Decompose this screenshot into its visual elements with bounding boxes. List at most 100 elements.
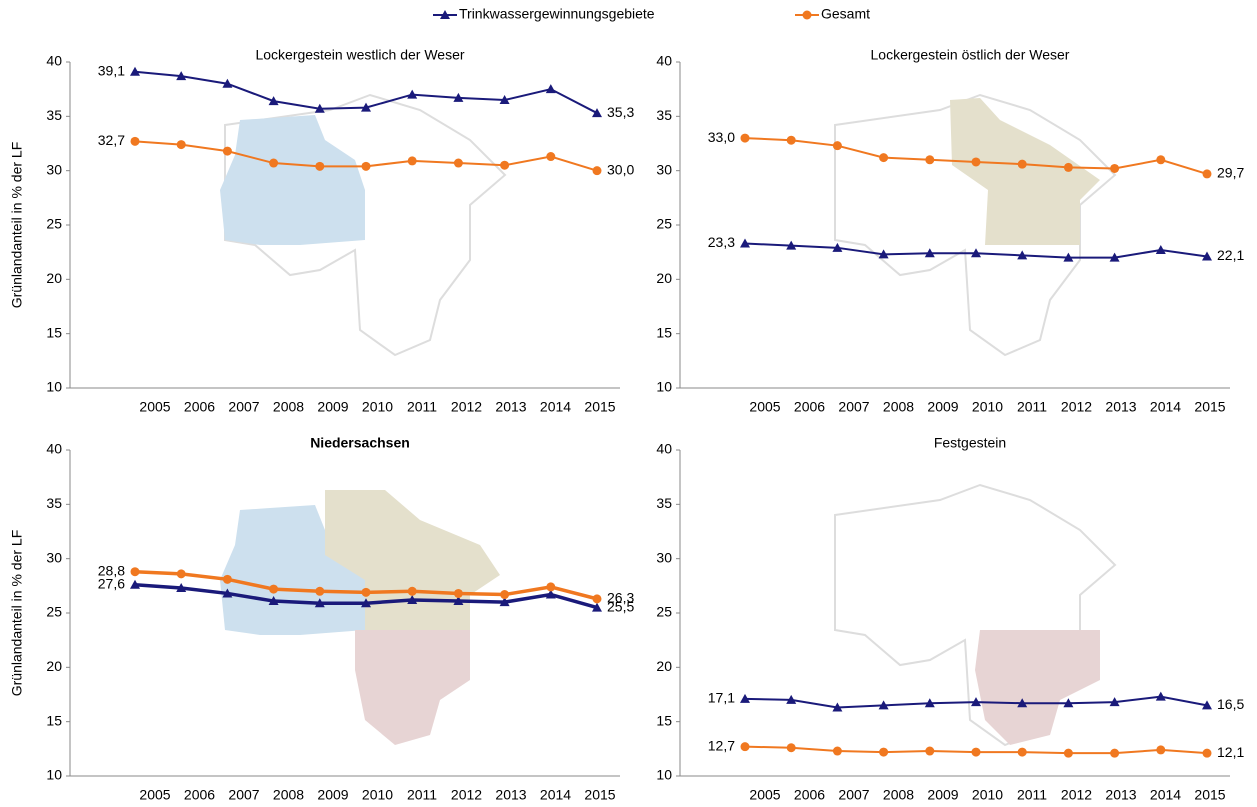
- point-marker: [832, 746, 842, 756]
- panel-title: Festgestein: [934, 435, 1006, 451]
- y-tick-label: 15: [656, 324, 672, 340]
- point-marker: [500, 160, 510, 170]
- y-tick-label: 10: [656, 767, 672, 783]
- x-tick-label: 2008: [273, 399, 304, 415]
- y-tick-label: 40: [656, 441, 672, 457]
- point-marker: [269, 158, 279, 168]
- point-marker: [971, 697, 981, 707]
- point-marker: [499, 597, 510, 607]
- point-marker: [592, 602, 602, 612]
- point-marker: [545, 84, 556, 94]
- point-marker: [1202, 748, 1212, 758]
- point-marker: [1063, 252, 1074, 262]
- map-outline: [834, 93, 1117, 357]
- x-tick-label: 2011: [1017, 399, 1047, 415]
- point-marker: [453, 588, 463, 598]
- y-tick-label: 30: [46, 161, 62, 177]
- x-tick-label: 2007: [228, 399, 259, 415]
- x-tick-label: 2012: [451, 399, 482, 415]
- map-region: [355, 630, 470, 745]
- point-marker: [1156, 155, 1166, 165]
- data-label: 26,3: [607, 590, 634, 606]
- legend-label: Gesamt: [821, 6, 870, 22]
- point-marker: [924, 248, 935, 258]
- x-tick-label: 2011: [407, 787, 437, 803]
- point-marker: [971, 747, 981, 757]
- x-tick-label: 2009: [317, 787, 348, 803]
- y-tick-label: 10: [656, 379, 672, 395]
- x-tick-label: 2015: [1194, 787, 1225, 803]
- point-marker: [971, 248, 981, 258]
- map-region: [220, 115, 365, 245]
- point-marker: [500, 590, 510, 600]
- point-marker: [925, 746, 935, 756]
- point-marker: [176, 569, 186, 579]
- point-marker: [1017, 698, 1028, 708]
- point-marker: [802, 10, 812, 20]
- point-marker: [832, 242, 843, 252]
- point-marker: [1110, 163, 1120, 173]
- point-marker: [222, 146, 232, 156]
- point-marker: [176, 71, 187, 81]
- point-marker: [832, 702, 843, 712]
- point-marker: [878, 700, 889, 710]
- y-tick-label: 35: [46, 107, 62, 123]
- data-label: 23,3: [708, 234, 735, 250]
- point-marker: [314, 598, 325, 608]
- x-tick-label: 2012: [1061, 399, 1092, 415]
- point-marker: [1202, 169, 1212, 179]
- y-tick-label: 25: [46, 604, 62, 620]
- panel-title: Lockergestein westlich der Weser: [255, 47, 464, 63]
- panel-title: Lockergestein östlich der Weser: [871, 47, 1070, 63]
- x-tick-label: 2013: [495, 399, 526, 415]
- y-tick-label: 40: [46, 441, 62, 457]
- x-tick-label: 2012: [451, 787, 482, 803]
- point-marker: [407, 156, 417, 166]
- point-marker: [222, 574, 232, 584]
- data-label: 33,0: [708, 129, 735, 145]
- y-tick-label: 30: [46, 549, 62, 565]
- data-label: 16,5: [1217, 696, 1244, 712]
- y-tick-label: 30: [656, 549, 672, 565]
- y-tick-label: 30: [656, 161, 672, 177]
- y-tick-label: 40: [46, 53, 62, 69]
- point-marker: [222, 588, 233, 598]
- y-tick-label: 15: [46, 324, 62, 340]
- point-marker: [786, 240, 797, 250]
- point-marker: [407, 89, 418, 99]
- point-marker: [1202, 700, 1212, 710]
- x-tick-label: 2008: [883, 399, 914, 415]
- point-marker: [546, 152, 556, 162]
- y-tick-label: 20: [656, 270, 672, 286]
- x-tick-label: 2005: [749, 399, 780, 415]
- y-tick-label: 40: [656, 53, 672, 69]
- point-marker: [1156, 745, 1166, 755]
- point-marker: [453, 596, 464, 606]
- x-tick-label: 2009: [927, 399, 958, 415]
- x-tick-label: 2006: [794, 399, 825, 415]
- point-marker: [971, 157, 981, 167]
- point-marker: [1017, 159, 1027, 169]
- point-marker: [176, 583, 187, 593]
- x-tick-label: 2014: [1150, 787, 1181, 803]
- point-marker: [740, 742, 750, 752]
- x-tick-label: 2005: [139, 399, 170, 415]
- point-marker: [130, 136, 140, 146]
- x-tick-label: 2006: [794, 787, 825, 803]
- data-label: 35,3: [607, 104, 634, 120]
- point-marker: [440, 10, 450, 19]
- x-tick-label: 2010: [972, 787, 1003, 803]
- point-marker: [407, 586, 417, 596]
- x-tick-label: 2013: [1105, 787, 1136, 803]
- point-marker: [407, 594, 418, 604]
- background-maps: [220, 93, 1117, 747]
- point-marker: [879, 153, 889, 163]
- point-marker: [1155, 244, 1166, 254]
- x-tick-label: 2006: [184, 399, 215, 415]
- panel-title: Niedersachsen: [310, 435, 410, 451]
- x-tick-label: 2010: [972, 399, 1003, 415]
- point-marker: [592, 166, 602, 176]
- point-marker: [1063, 748, 1073, 758]
- data-label: 17,1: [708, 690, 735, 706]
- data-label: 39,1: [98, 62, 125, 78]
